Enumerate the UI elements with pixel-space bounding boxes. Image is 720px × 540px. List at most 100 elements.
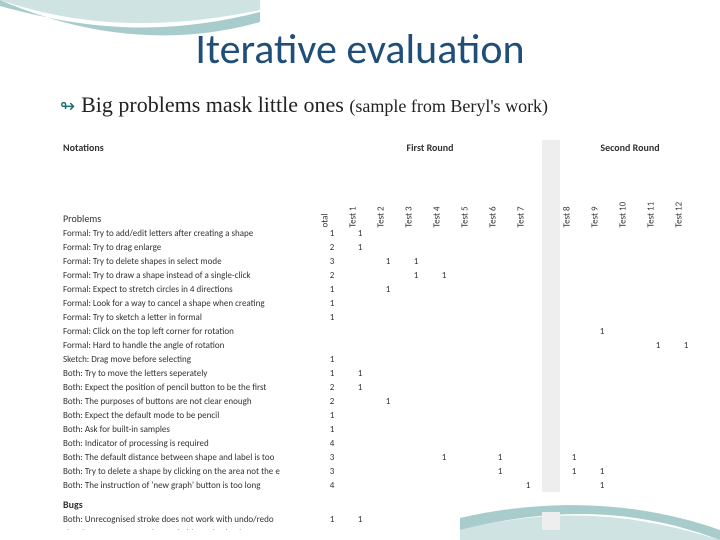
cell: [588, 268, 616, 282]
row-total: 4: [318, 478, 346, 492]
cell: [430, 464, 458, 478]
cell: [346, 464, 374, 478]
cell: [346, 352, 374, 366]
row-total: 1: [318, 512, 346, 526]
cell: [672, 310, 700, 324]
cell: [374, 380, 402, 394]
cell: [588, 450, 616, 464]
row-total: 1: [318, 526, 346, 530]
cell: [374, 526, 402, 530]
cell: [374, 352, 402, 366]
cell: [458, 226, 486, 240]
cell: [402, 436, 430, 450]
row-total: 1: [318, 352, 346, 366]
cell: [486, 254, 514, 268]
cell: [430, 282, 458, 296]
col-header: Test 12: [672, 156, 700, 226]
cell: [514, 240, 542, 254]
cell: [672, 352, 700, 366]
cell: [644, 526, 672, 530]
cell: [374, 240, 402, 254]
cell: [486, 408, 514, 422]
cell: [374, 450, 402, 464]
cell: 1: [374, 394, 402, 408]
cell: [514, 526, 542, 530]
cell: [514, 436, 542, 450]
cell: [486, 324, 514, 338]
row-total: 3: [318, 254, 346, 268]
cell: [458, 240, 486, 254]
row-label: Formal: Hard to handle the angle of rota…: [60, 338, 318, 352]
cell: [616, 512, 644, 526]
table-row: Both: Indicator of processing is require…: [60, 436, 700, 450]
cell: [346, 268, 374, 282]
cell: [430, 512, 458, 526]
cell: [514, 366, 542, 380]
row-total: 1: [318, 282, 346, 296]
column-gap: [542, 478, 560, 492]
cell: [644, 366, 672, 380]
cell: [672, 394, 700, 408]
cell: [430, 338, 458, 352]
col-header: Test 10: [616, 156, 644, 226]
cell: [514, 254, 542, 268]
row-label: Both: Try to move the letters seperately: [60, 366, 318, 380]
cell: [672, 450, 700, 464]
row-label: Both: Try to delete a shape by clicking …: [60, 464, 318, 478]
table-group-header: Notations First Round Second Round: [60, 140, 700, 156]
cell: [560, 296, 588, 310]
cell: [402, 352, 430, 366]
cell: [514, 268, 542, 282]
table-row: Both: Unrecognised stroke does not work …: [60, 512, 700, 526]
cell: 1: [644, 338, 672, 352]
cell: [672, 478, 700, 492]
cell: [616, 436, 644, 450]
cell: [560, 254, 588, 268]
cell: [514, 282, 542, 296]
cell: [346, 422, 374, 436]
cell: [588, 240, 616, 254]
cell: [514, 422, 542, 436]
cell: [616, 338, 644, 352]
cell: [346, 324, 374, 338]
col-header: otal: [318, 156, 346, 226]
cell: [458, 366, 486, 380]
first-round-header: First Round: [318, 140, 542, 156]
row-total: 2: [318, 240, 346, 254]
cell: [346, 310, 374, 324]
cell: 1: [374, 254, 402, 268]
cell: [616, 394, 644, 408]
cell: [430, 394, 458, 408]
column-gap: [542, 380, 560, 394]
cell: [402, 240, 430, 254]
cell: [560, 268, 588, 282]
cell: [374, 338, 402, 352]
cell: [458, 268, 486, 282]
column-gap: [542, 268, 560, 282]
cell: [346, 394, 374, 408]
cell: [644, 310, 672, 324]
cell: [486, 310, 514, 324]
cell: [430, 324, 458, 338]
cell: 1: [402, 526, 430, 530]
row-label: Formal: Try to delete shapes in select m…: [60, 254, 318, 268]
evaluation-table: Notations First Round Second Round Probl…: [60, 140, 700, 530]
cell: [616, 310, 644, 324]
column-gap: [542, 408, 560, 422]
table-row: Formal: Try to drag enlarge21: [60, 240, 700, 254]
cell: [588, 296, 616, 310]
cell: [514, 310, 542, 324]
table-row: Both: Try to delete a shape by clicking …: [60, 464, 700, 478]
cell: [588, 254, 616, 268]
subtitle-note: (sample from Beryl's work): [349, 96, 548, 116]
table-row: Formal: Try to add/edit letters after cr…: [60, 226, 700, 240]
cell: [402, 338, 430, 352]
col-header: Test 7: [514, 156, 542, 226]
column-gap: [542, 512, 560, 526]
col-header: Test 6: [486, 156, 514, 226]
cell: [560, 394, 588, 408]
row-total: 3: [318, 464, 346, 478]
cell: [458, 422, 486, 436]
cell: [672, 296, 700, 310]
cell: [346, 408, 374, 422]
